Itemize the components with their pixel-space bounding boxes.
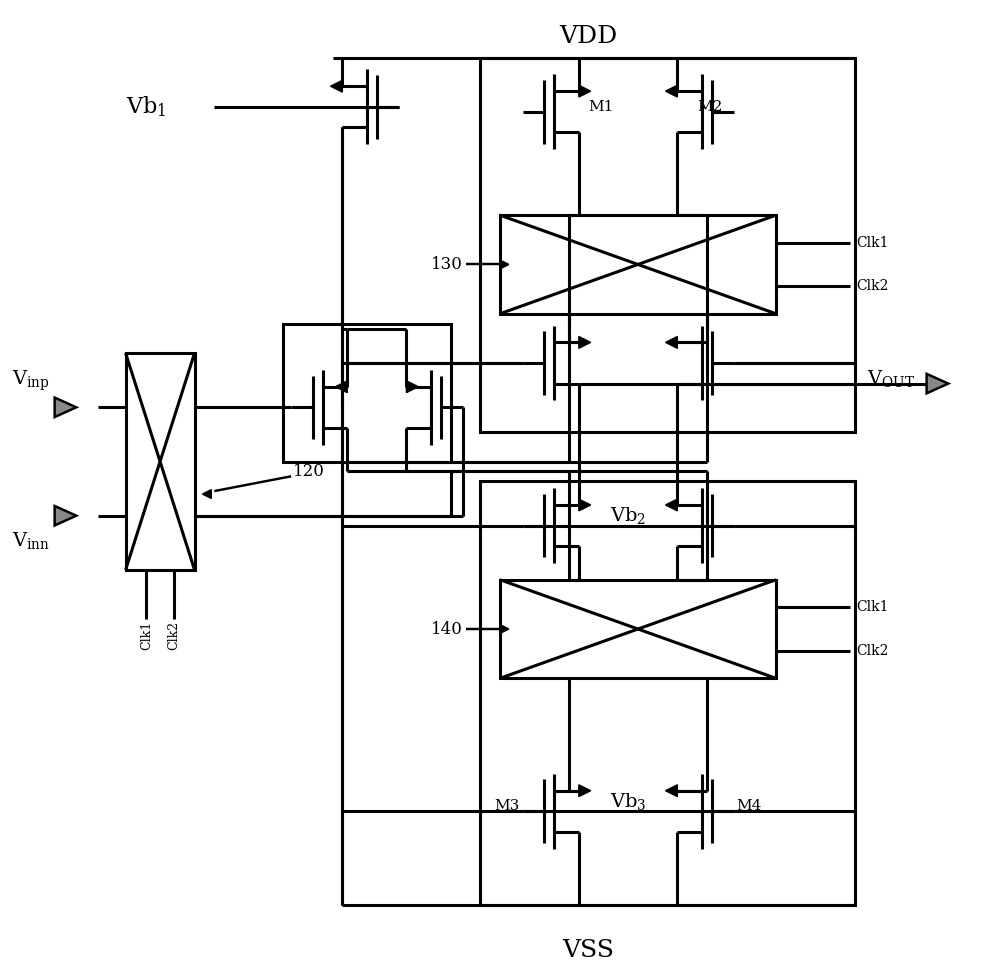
Polygon shape	[579, 337, 591, 348]
Text: M3: M3	[494, 800, 520, 813]
Polygon shape	[666, 785, 677, 797]
Text: Clk1: Clk1	[857, 236, 889, 249]
Polygon shape	[666, 337, 677, 348]
Polygon shape	[666, 85, 677, 97]
Text: VSS: VSS	[563, 939, 615, 962]
Text: $\mathregular{Vb_3}$: $\mathregular{Vb_3}$	[610, 791, 646, 812]
Bar	[283, 324, 451, 461]
Text: VDD: VDD	[560, 25, 618, 47]
Polygon shape	[579, 85, 591, 97]
Polygon shape	[202, 489, 211, 498]
Text: 140: 140	[431, 621, 463, 637]
Polygon shape	[500, 625, 509, 633]
Bar	[500, 580, 776, 678]
Text: 120: 120	[293, 463, 325, 480]
Polygon shape	[335, 381, 347, 393]
Polygon shape	[55, 397, 76, 417]
Text: M2: M2	[697, 100, 722, 114]
Polygon shape	[331, 80, 342, 92]
Text: M1: M1	[589, 100, 614, 114]
Polygon shape	[579, 785, 591, 797]
Text: Clk1: Clk1	[140, 621, 153, 651]
Text: $\mathregular{V_{inn}}$: $\mathregular{V_{inn}}$	[12, 531, 50, 551]
Polygon shape	[666, 499, 677, 511]
Text: M4: M4	[736, 800, 762, 813]
Polygon shape	[579, 499, 591, 511]
Text: Clk1: Clk1	[857, 601, 889, 614]
Text: $\mathregular{V_{inp}}$: $\mathregular{V_{inp}}$	[12, 368, 50, 393]
Text: $\mathregular{Vb_2}$: $\mathregular{Vb_2}$	[610, 505, 646, 526]
Polygon shape	[500, 260, 509, 269]
Text: Clk2: Clk2	[167, 621, 180, 650]
Bar	[480, 58, 855, 432]
Polygon shape	[406, 381, 418, 393]
Bar	[500, 216, 776, 313]
Polygon shape	[55, 506, 76, 525]
Text: Clk2: Clk2	[857, 279, 889, 293]
Polygon shape	[927, 374, 948, 394]
Text: Clk2: Clk2	[857, 644, 889, 658]
Bar	[480, 482, 855, 905]
Text: $\mathregular{Vb_1}$: $\mathregular{Vb_1}$	[126, 95, 166, 119]
Text: 130: 130	[431, 256, 463, 273]
Text: $\mathregular{V_{OUT}}$: $\mathregular{V_{OUT}}$	[867, 368, 915, 389]
Bar	[126, 353, 195, 570]
